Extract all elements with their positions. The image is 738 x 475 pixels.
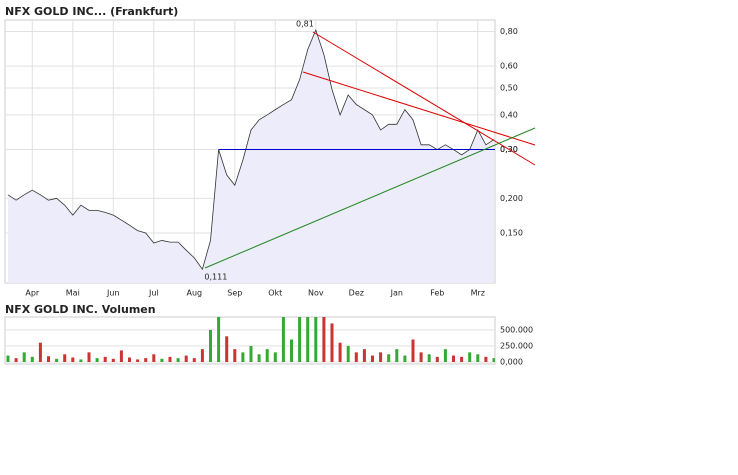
volume-bar <box>241 352 245 362</box>
x-tick-label: Jan <box>390 289 403 298</box>
volume-bar <box>249 345 253 362</box>
volume-bar <box>14 358 18 362</box>
volume-bar <box>217 317 221 362</box>
volume-bar <box>63 354 67 362</box>
volume-bar <box>306 317 310 362</box>
volume-bar <box>379 352 383 362</box>
volume-bar <box>371 355 374 362</box>
volume-bar <box>200 349 204 362</box>
volume-bar <box>443 349 447 362</box>
volume-bar <box>273 352 277 362</box>
volume-bar <box>55 358 59 362</box>
volume-bar <box>184 355 188 362</box>
volume-bar <box>225 336 229 362</box>
volume-bar <box>395 349 399 362</box>
y-tick-label: 0,50 <box>500 84 518 93</box>
volume-bar <box>111 358 115 362</box>
volume-bar <box>87 352 91 362</box>
volume-bar <box>71 357 75 362</box>
x-tick-label: Mai <box>66 289 80 298</box>
volume-bar <box>330 323 334 362</box>
x-tick-label: Jul <box>148 289 159 298</box>
volume-bar <box>160 358 164 362</box>
volume-bar <box>265 349 269 362</box>
volume-bar <box>387 354 391 362</box>
volume-bar <box>298 317 302 362</box>
volume-bar <box>484 356 488 362</box>
volume-bar <box>314 317 318 362</box>
volume-bar <box>362 349 366 362</box>
volume-bar <box>476 354 480 362</box>
volume-bar <box>152 354 156 362</box>
volume-bar <box>290 339 293 362</box>
volume-title: NFX GOLD INC. Volumen <box>5 303 156 316</box>
x-tick-label: Mrz <box>471 289 485 298</box>
volume-bar <box>492 358 495 362</box>
volume-bar <box>95 358 99 362</box>
volume-bar <box>38 342 42 362</box>
volume-bar <box>427 354 431 362</box>
volume-bar <box>144 358 148 362</box>
y-tick-label: 0,60 <box>500 62 518 71</box>
y-tick-label: 500.000 <box>500 325 533 334</box>
volume-bar <box>79 359 83 362</box>
volume-bar <box>411 339 415 362</box>
volume-bar <box>354 352 358 362</box>
volume-bar <box>257 354 261 362</box>
y-tick-label: 0,200 <box>500 194 523 203</box>
annotation: 0,111 <box>204 273 227 282</box>
volume-bar <box>103 356 107 362</box>
volume-bar <box>209 329 212 362</box>
annotation: 0,81 <box>296 19 314 28</box>
volume-bar <box>468 352 472 362</box>
x-tick-label: Jun <box>106 289 120 298</box>
x-tick-label: Sep <box>227 289 242 298</box>
volume-bars <box>6 317 495 362</box>
x-tick-label: Feb <box>430 289 444 298</box>
volume-bar <box>346 345 350 362</box>
y-tick-label: 0,80 <box>500 27 518 36</box>
volume-bar <box>6 355 10 362</box>
series <box>7 28 495 283</box>
volume-bar <box>338 342 342 362</box>
volume-bar <box>176 358 180 362</box>
volume-bar <box>419 352 423 362</box>
volume-bar <box>136 359 140 362</box>
y-tick-label: 0,000 <box>500 358 523 367</box>
price-line <box>7 28 495 271</box>
volume-bar <box>435 356 439 362</box>
price-panel: Apr Mai Jun Jul Aug Sep Okt Nov Dez Jan Feb Mrz 0,80… <box>5 19 523 298</box>
volume-bar <box>460 356 464 362</box>
volume-bar <box>281 317 285 362</box>
trend-line <box>302 71 536 146</box>
volume-bar <box>168 356 172 362</box>
volume-bar <box>233 349 237 362</box>
x-tick-label: Nov <box>308 289 324 298</box>
volume-bar <box>192 358 196 362</box>
x-tick-label: Dez <box>349 289 364 298</box>
x-tick-label: Aug <box>186 289 202 298</box>
trend-line <box>204 127 536 269</box>
area <box>8 29 494 283</box>
volume-panel: 500.000 250.000 0,000 <box>5 317 533 367</box>
y-tick-label: 0,150 <box>500 228 523 237</box>
volume-bar <box>22 352 26 362</box>
y-tick-label: 0,40 <box>500 110 518 119</box>
volume-bar <box>119 350 123 362</box>
volume-bar <box>30 356 34 362</box>
y-tick-label: 250.000 <box>500 341 533 350</box>
volume-bar <box>322 317 326 362</box>
x-tick-label: Apr <box>25 289 40 298</box>
trend-line <box>312 31 536 166</box>
volume-bar <box>403 355 407 362</box>
chart-title: NFX GOLD INC... (Frankfurt) <box>5 5 178 18</box>
x-tick-label: Okt <box>268 289 282 298</box>
volume-bar <box>47 356 50 362</box>
volume-bar <box>452 355 455 362</box>
volume-bar <box>128 357 131 362</box>
